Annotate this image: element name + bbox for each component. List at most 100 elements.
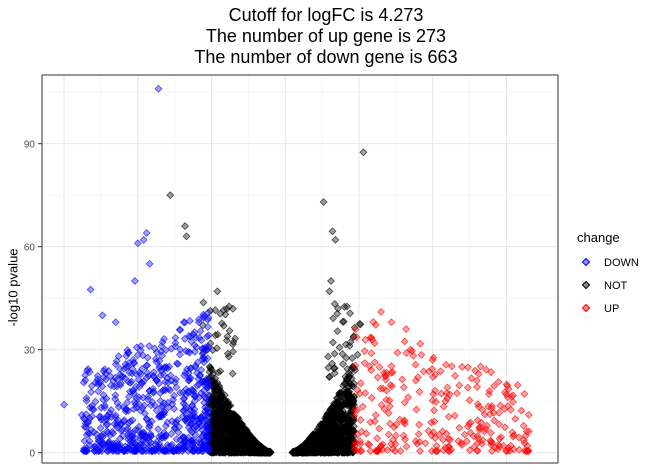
y-tick-label: 60 — [24, 243, 36, 254]
y-tick-label: 0 — [29, 449, 35, 460]
data-point-up — [443, 383, 452, 392]
legend-item-not: NOT — [577, 274, 639, 297]
legend-label-down: DOWN — [604, 256, 639, 269]
data-point-up — [375, 363, 384, 372]
data-point-up — [377, 307, 386, 316]
y-axis-ticks: 0 30 60 90 — [24, 140, 42, 460]
data-point-up — [465, 396, 474, 405]
data-point-up — [415, 387, 424, 396]
data-point-up — [430, 406, 439, 415]
data-point-up — [360, 347, 369, 356]
data-point-up — [387, 362, 396, 371]
data-point-up — [455, 381, 464, 390]
data-point-not — [329, 314, 338, 323]
data-point-down — [154, 425, 163, 434]
data-point-up — [358, 402, 367, 411]
data-point-up — [458, 362, 467, 371]
data-point-up — [400, 337, 409, 346]
legend-item-up: UP — [577, 297, 639, 320]
data-point-up — [361, 389, 370, 398]
data-point-not — [331, 235, 340, 244]
data-point-down — [142, 228, 151, 237]
data-point-not — [339, 360, 347, 369]
data-point-up — [367, 393, 376, 402]
data-point-not — [166, 191, 175, 200]
data-point-up — [520, 389, 529, 398]
data-point-up — [375, 424, 384, 433]
data-point-up — [442, 360, 450, 369]
data-point-up — [463, 383, 472, 392]
data-point-up — [513, 381, 522, 390]
data-point-up — [417, 350, 426, 359]
minor-grid — [42, 75, 558, 463]
data-point-up — [402, 442, 411, 451]
data-point-up — [451, 371, 460, 380]
data-point-down — [133, 239, 142, 248]
data-point-up — [373, 434, 382, 443]
data-point-up — [356, 416, 365, 424]
data-point-not — [325, 287, 334, 296]
data-point-down — [111, 318, 120, 327]
legend-title: change — [577, 230, 620, 245]
data-point-down — [145, 259, 154, 268]
data-point-up — [387, 318, 396, 327]
data-point-down — [175, 325, 184, 334]
data-point-down — [130, 277, 139, 285]
data-point-up — [415, 420, 424, 429]
data-point-not — [228, 369, 237, 378]
data-point-up — [416, 447, 424, 455]
data-point-up — [393, 348, 402, 357]
y-tick-label: 30 — [24, 346, 36, 357]
data-point-down — [154, 84, 163, 93]
data-point-up — [384, 430, 393, 439]
data-point-not — [324, 352, 333, 361]
data-point-not — [333, 309, 342, 318]
data-point-up — [517, 406, 526, 415]
data-point-not — [182, 232, 191, 241]
y-tick-label: 90 — [24, 140, 36, 151]
data-point-up — [495, 408, 503, 417]
data-point-up — [398, 375, 407, 384]
data-point-down — [175, 350, 184, 359]
data-point-not — [213, 287, 222, 296]
data-point-up — [450, 411, 459, 420]
data-point-up — [411, 360, 420, 369]
data-point-up — [367, 349, 376, 358]
data-point-up — [370, 358, 379, 367]
legend-key-up — [577, 299, 597, 319]
data-point-up — [511, 414, 520, 423]
data-point-up — [453, 389, 461, 398]
data-point-up — [412, 405, 421, 414]
data-point-down — [98, 311, 107, 320]
legend-item-down: DOWN — [577, 251, 639, 274]
legend-label-up: UP — [604, 302, 620, 315]
data-points — [60, 84, 534, 457]
data-point-up — [524, 410, 533, 419]
data-point-up — [473, 382, 482, 391]
data-point-up — [399, 383, 408, 392]
data-point-not — [327, 277, 335, 285]
data-point-down — [96, 424, 105, 432]
title-line-3: The number of down gene is 663 — [194, 47, 458, 67]
data-point-down — [94, 387, 103, 396]
data-point-down — [60, 400, 69, 409]
data-point-not — [333, 327, 342, 336]
data-point-up — [486, 428, 495, 437]
data-point-not — [330, 349, 339, 358]
data-point-up — [356, 379, 365, 388]
data-point-down — [86, 285, 95, 294]
data-point-up — [421, 439, 430, 448]
data-point-up — [373, 373, 382, 382]
data-point-not — [353, 350, 362, 359]
data-point-not — [319, 198, 328, 207]
legend: change DOWN NOT UP — [577, 230, 639, 320]
data-point-up — [396, 447, 405, 455]
data-point-down — [139, 235, 148, 244]
data-point-up — [402, 325, 411, 334]
legend-label-not: NOT — [604, 279, 628, 292]
data-point-up — [371, 411, 380, 420]
data-point-down — [87, 388, 96, 396]
data-point-up — [455, 423, 464, 432]
data-point-up — [447, 362, 456, 371]
